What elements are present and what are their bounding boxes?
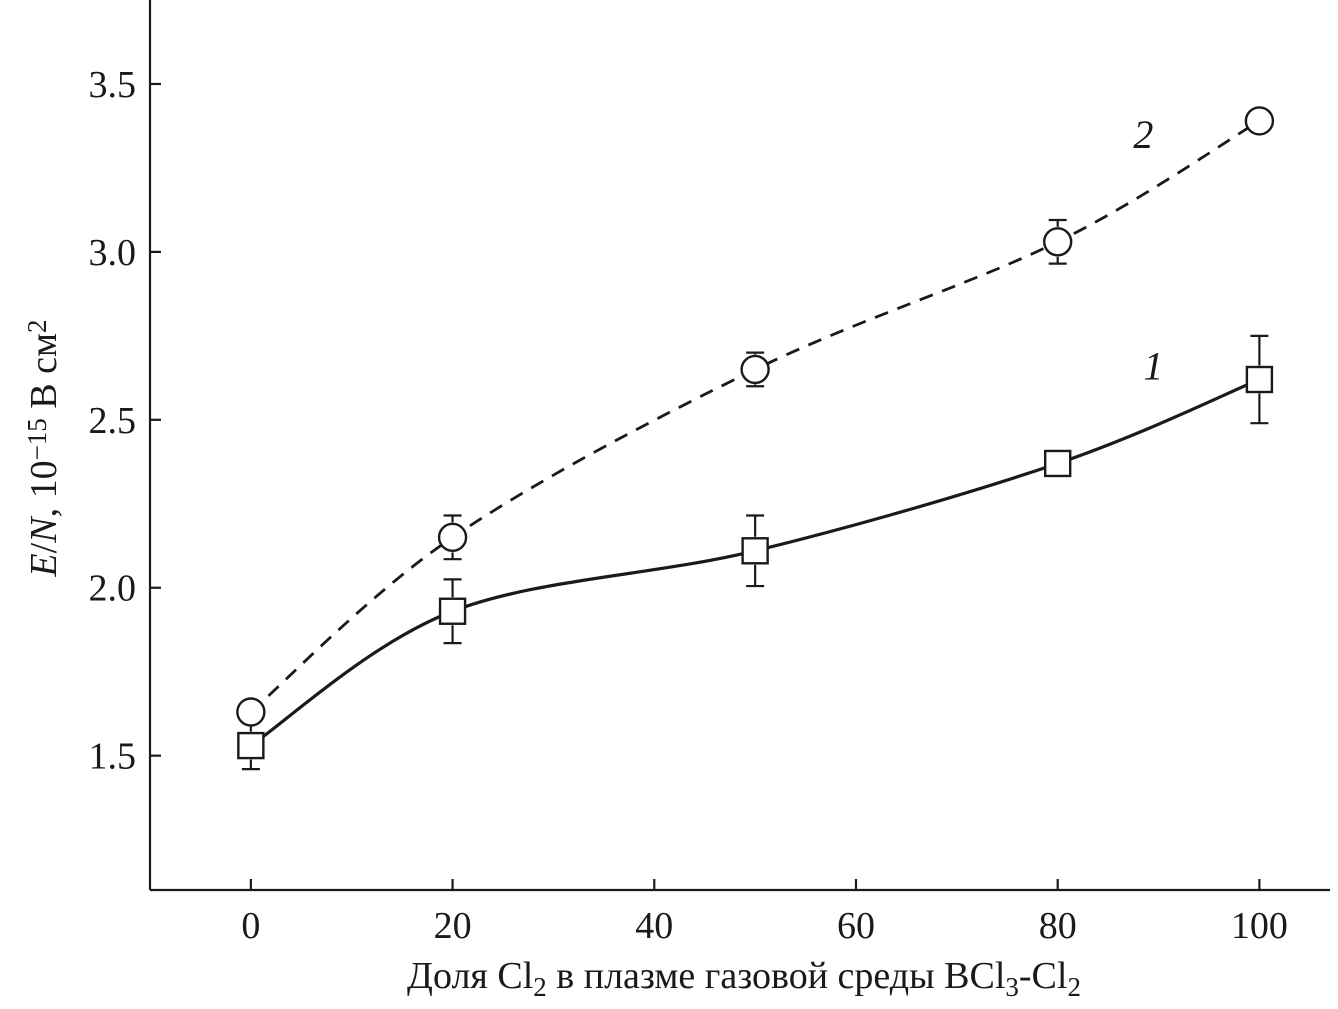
y-axis-label-part: В см bbox=[23, 333, 65, 418]
y-axis-label-part: , 10 bbox=[23, 460, 65, 517]
series-1-point bbox=[438, 597, 467, 625]
x-tick-label: 40 bbox=[635, 905, 673, 947]
y-tick-label: 2.0 bbox=[89, 568, 137, 610]
x-tick-label: 60 bbox=[837, 905, 875, 947]
series-1-point bbox=[1043, 449, 1072, 478]
y-axis-label-part: N bbox=[23, 515, 65, 544]
x-axis-label-part: 2 bbox=[1067, 972, 1081, 1002]
x-axis-label-part: -Cl bbox=[1019, 955, 1068, 997]
series-1-label: 1 bbox=[1143, 344, 1163, 389]
markers bbox=[236, 106, 1275, 760]
y-tick-label: 2.5 bbox=[89, 400, 137, 442]
y-tick-label: 1.5 bbox=[89, 736, 137, 778]
y-axis-label-part: E bbox=[23, 553, 65, 577]
series-2-point bbox=[236, 697, 266, 727]
series-2-point bbox=[1244, 106, 1275, 136]
x-tick-label: 100 bbox=[1231, 905, 1288, 947]
series-2-point bbox=[740, 354, 770, 385]
x-axis-label-part: 2 bbox=[533, 972, 547, 1002]
x-tick-label: 80 bbox=[1039, 905, 1077, 947]
error-bars bbox=[241, 218, 1269, 771]
series-1-point bbox=[237, 731, 265, 760]
series-1-point bbox=[741, 537, 769, 565]
y-tick-label: 3.5 bbox=[89, 64, 137, 106]
y-tick-label: 3.0 bbox=[89, 232, 137, 274]
series-2-point bbox=[1042, 227, 1073, 257]
series-2-line bbox=[249, 119, 1261, 714]
y-axis-label-part: 2 bbox=[22, 319, 52, 333]
y-axis-label-part: / bbox=[23, 542, 65, 553]
axes: 0 20 40 60 80 100 1.5 2.0 2.5 3.0 3.5 bbox=[89, 0, 1330, 947]
x-tick-label: 20 bbox=[434, 905, 472, 947]
x-axis-label-part: Доля Cl bbox=[407, 955, 533, 997]
y-axis-label: E/N, 10−15 В см2 bbox=[22, 319, 65, 577]
series-2-label: 2 bbox=[1133, 112, 1153, 157]
curves bbox=[249, 119, 1261, 747]
x-axis-label: Доля Cl2 в плазме газовой среды BCl3-Cl2 bbox=[407, 955, 1081, 1002]
x-axis-label-part: 3 bbox=[1005, 972, 1019, 1002]
series-2-point bbox=[437, 522, 468, 553]
x-axis-label-part: в плазме газовой среды BCl bbox=[547, 955, 1006, 997]
series-1-point bbox=[1245, 365, 1274, 394]
x-tick-label: 0 bbox=[241, 905, 260, 947]
y-axis-label-part: −15 bbox=[22, 418, 52, 460]
